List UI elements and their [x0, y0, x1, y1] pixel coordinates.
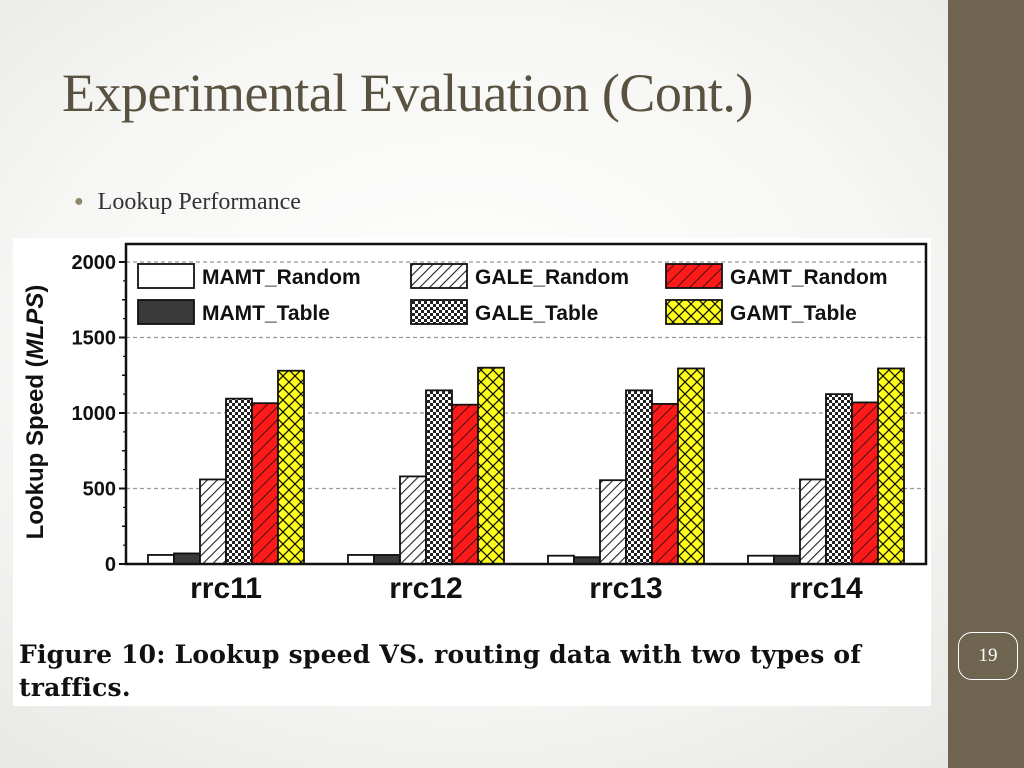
legend-label: MAMT_Random: [202, 266, 361, 289]
bar-gale-table: [825, 393, 853, 565]
bar-mamt-random: [347, 554, 375, 565]
bullet-item: ● Lookup Performance: [74, 189, 301, 216]
legend-swatch: [137, 263, 195, 289]
x-category-label: rrc11: [190, 572, 262, 605]
bar-gale-random: [399, 475, 427, 565]
bullet-dot: ●: [74, 193, 84, 210]
legend-label: MAMT_Table: [202, 302, 330, 325]
figure-image: Lookup Speed (MLPS) 0 500 1000 1500 2000 rrc1…: [13, 238, 931, 706]
legend-swatch: [665, 299, 723, 325]
legend-label: GAMT_Table: [730, 302, 857, 325]
y-tick-label: 2000: [72, 252, 117, 274]
legend-swatch: [410, 299, 468, 325]
legend-label: GALE_Table: [475, 302, 598, 325]
y-axis-label: Lookup Speed (MLPS): [22, 285, 49, 540]
bar-gamt-table: [877, 367, 905, 565]
slide-number-badge: 19: [958, 632, 1018, 680]
bar-mamt-table: [373, 554, 401, 565]
bar-gamt-random: [651, 403, 679, 565]
axes-group: 0 500 1000 1500 2000 rrc11 rrc12 rrc13 rrc14: [72, 242, 928, 605]
legend-swatch: [137, 299, 195, 325]
bar-gamt-random: [251, 402, 279, 565]
plot-frame: [124, 242, 928, 566]
legend-swatch: [665, 263, 723, 289]
x-category-label: rrc13: [589, 572, 662, 605]
slide-title: Experimental Evaluation (Cont.): [62, 63, 753, 123]
bullet-text: Lookup Performance: [97, 189, 301, 215]
y-tick-label: 1500: [72, 328, 117, 350]
y-tick-label: 1000: [72, 403, 117, 425]
bar-gale-table: [625, 389, 653, 565]
bars-group: [147, 366, 905, 565]
legend-swatch: [410, 263, 468, 289]
bar-gale-random: [799, 478, 827, 565]
bar-gale-table: [225, 397, 253, 565]
y-tick-label: 0: [105, 554, 116, 576]
legend: MAMT_Random GALE_Random GAMT_Random MAMT_Ta…: [137, 263, 888, 325]
figure-caption: Figure 10: Lookup speed VS. routing data…: [19, 640, 862, 702]
slide-number: 19: [978, 645, 998, 666]
bar-mamt-table: [173, 552, 201, 565]
bar-gamt-table: [477, 366, 505, 565]
x-category-label: rrc14: [789, 572, 863, 605]
bar-gamt-table: [277, 369, 305, 565]
bar-chart: Lookup Speed (MLPS) 0 500 1000 1500 2000 rrc1…: [22, 242, 928, 605]
y-tick-label: 500: [83, 479, 116, 501]
legend-label: GAMT_Random: [730, 266, 888, 289]
bar-gamt-table: [677, 367, 705, 565]
bar-mamt-random: [147, 554, 175, 565]
bar-gale-random: [199, 478, 227, 565]
bar-gale-table: [425, 389, 453, 565]
x-category-label: rrc12: [389, 572, 462, 605]
bar-gale-random: [599, 479, 627, 565]
legend-label: GALE_Random: [475, 266, 629, 289]
bar-gamt-random: [851, 401, 879, 565]
bar-gamt-random: [451, 403, 479, 565]
